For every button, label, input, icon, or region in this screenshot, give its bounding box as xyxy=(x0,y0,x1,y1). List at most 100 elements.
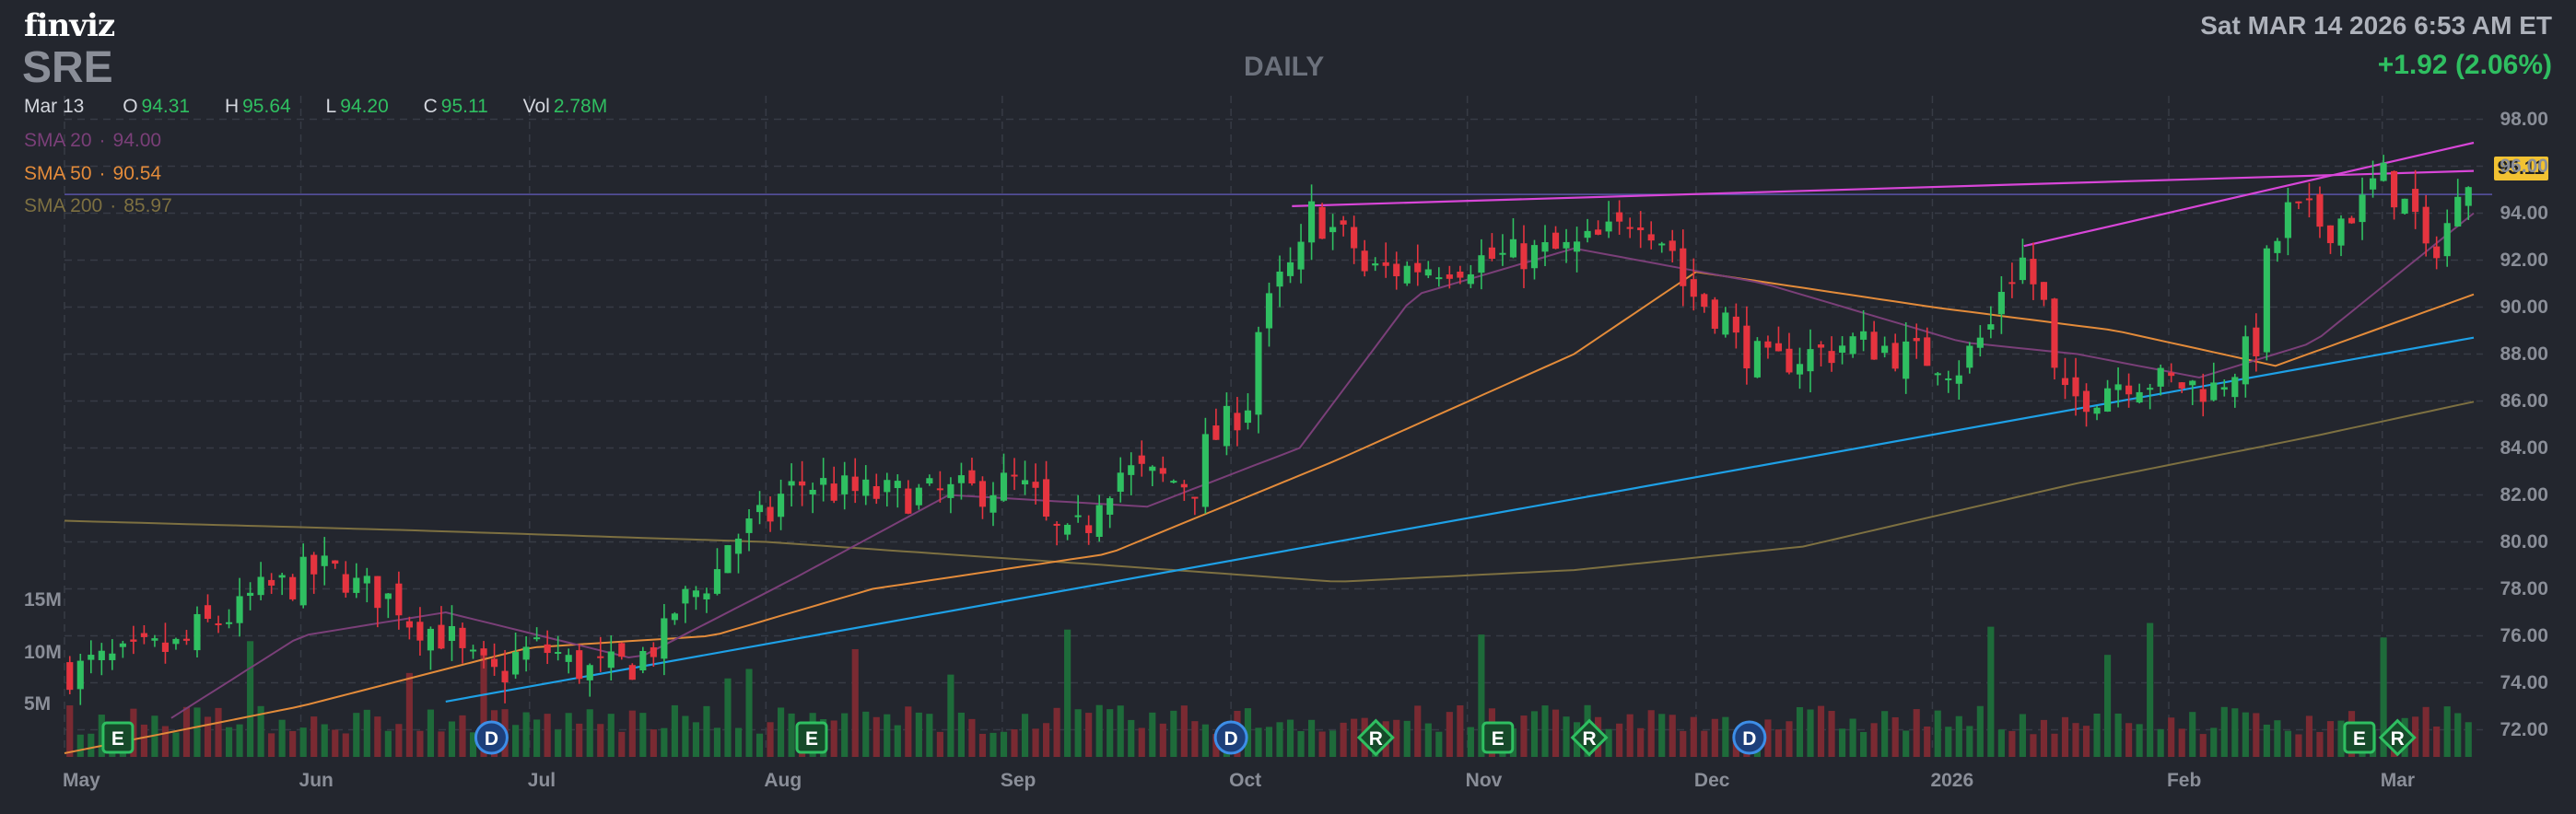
candle-body xyxy=(1595,229,1602,235)
candle-body xyxy=(1976,337,1984,348)
candle-body xyxy=(1626,227,1633,229)
candle-body xyxy=(1563,241,1570,249)
candle xyxy=(2443,209,2451,267)
candle xyxy=(671,611,678,625)
sma50-line xyxy=(64,271,2475,754)
candle-body xyxy=(2337,218,2345,246)
volume-bar xyxy=(1053,707,1060,757)
candle xyxy=(1796,347,1804,390)
finviz-logo[interactable]: finviz xyxy=(24,7,115,44)
candle xyxy=(2401,198,2408,215)
volume-tick-label: 10M xyxy=(24,641,62,663)
earnings-marker-icon xyxy=(2343,721,2376,754)
candle-body xyxy=(2231,377,2239,398)
volume-bar xyxy=(257,705,264,757)
volume-bar xyxy=(1563,716,1570,757)
candle xyxy=(1605,201,1612,238)
candle xyxy=(1849,332,1856,358)
event-marker-letter: E xyxy=(1492,728,1505,750)
rating-marker-icon xyxy=(1356,718,1395,757)
candle-body xyxy=(332,560,339,564)
sma50-legend[interactable]: SMA 50 · 90.54 xyxy=(24,163,162,184)
candle xyxy=(469,645,477,659)
candle-body xyxy=(1551,232,1560,250)
volume-bar xyxy=(384,730,392,757)
volume-bar xyxy=(1393,719,1400,757)
y-tick-label: 82.00 xyxy=(2500,483,2548,506)
candle-body xyxy=(1393,263,1400,277)
candle xyxy=(109,639,116,670)
volume-bar xyxy=(576,723,583,757)
volume-bar xyxy=(1722,716,1729,757)
close-label: C xyxy=(423,96,438,117)
volume-bar xyxy=(2030,734,2037,757)
candle-body xyxy=(1276,271,1283,287)
volume-bar xyxy=(2433,727,2441,757)
sma200-legend[interactable]: SMA 200 · 85.97 xyxy=(24,195,172,216)
volume-bar xyxy=(448,721,456,757)
volume-bar xyxy=(438,731,445,757)
x-tick-label: May xyxy=(63,770,100,791)
candle xyxy=(1149,465,1156,487)
volume-bar xyxy=(682,715,689,757)
candle-body xyxy=(713,569,721,594)
volume-bar xyxy=(544,714,551,757)
volume-bar xyxy=(480,648,487,757)
candle-body xyxy=(830,483,837,501)
candle xyxy=(555,635,562,661)
sma20-legend[interactable]: SMA 20 · 94.00 xyxy=(24,130,162,151)
volume-bars xyxy=(66,622,2472,757)
y-tick-label: 84.00 xyxy=(2500,436,2548,459)
candle xyxy=(745,508,753,552)
volume-bar xyxy=(2019,714,2026,757)
candle xyxy=(2433,236,2441,270)
candle xyxy=(2284,188,2291,256)
candle-body xyxy=(2305,198,2313,201)
candle-body xyxy=(692,590,700,598)
candle-body xyxy=(1786,348,1793,373)
candle-body xyxy=(957,475,965,483)
candles xyxy=(66,155,2472,705)
volume-bar xyxy=(416,730,424,757)
candle xyxy=(247,582,254,610)
volume-bar xyxy=(1626,714,1633,757)
candle-body xyxy=(1117,472,1124,493)
candle xyxy=(2136,383,2143,404)
volume-bar xyxy=(1647,710,1655,757)
candle-body xyxy=(1234,413,1241,431)
volume-bar xyxy=(1011,729,1018,757)
candle xyxy=(692,586,700,610)
volume-bar xyxy=(2178,728,2185,757)
candle-body xyxy=(1541,242,1549,252)
candle-body xyxy=(1987,324,1995,330)
y-tick-label: 86.00 xyxy=(2500,390,2548,412)
y-tick-label: 78.00 xyxy=(2500,577,2548,599)
volume-bar xyxy=(2316,731,2324,757)
volume-bar xyxy=(1403,720,1411,757)
candle xyxy=(533,627,541,642)
candle-body xyxy=(1000,472,1008,501)
volume-bar xyxy=(2125,723,2133,757)
volume-bar xyxy=(1351,718,1358,757)
candle-body xyxy=(851,476,859,492)
candle xyxy=(1924,327,1931,366)
candle xyxy=(2242,325,2249,398)
volume-bar xyxy=(1255,727,1262,757)
candle-body xyxy=(2220,387,2228,390)
volume-bar xyxy=(2210,727,2218,757)
candle xyxy=(1201,417,1209,514)
candle-body xyxy=(1414,262,1422,273)
x-tick-label: Nov xyxy=(1465,770,1503,791)
candle xyxy=(1637,211,1645,249)
candle xyxy=(2412,169,2419,229)
candle-body xyxy=(501,670,509,683)
candle-body xyxy=(1085,525,1093,533)
volume-bar xyxy=(947,674,954,757)
candle-body xyxy=(2040,282,2048,300)
candle xyxy=(905,480,912,515)
volume-bar xyxy=(98,715,105,757)
candle xyxy=(193,606,201,657)
candle-body xyxy=(1286,262,1294,276)
open-label: O xyxy=(123,96,138,117)
